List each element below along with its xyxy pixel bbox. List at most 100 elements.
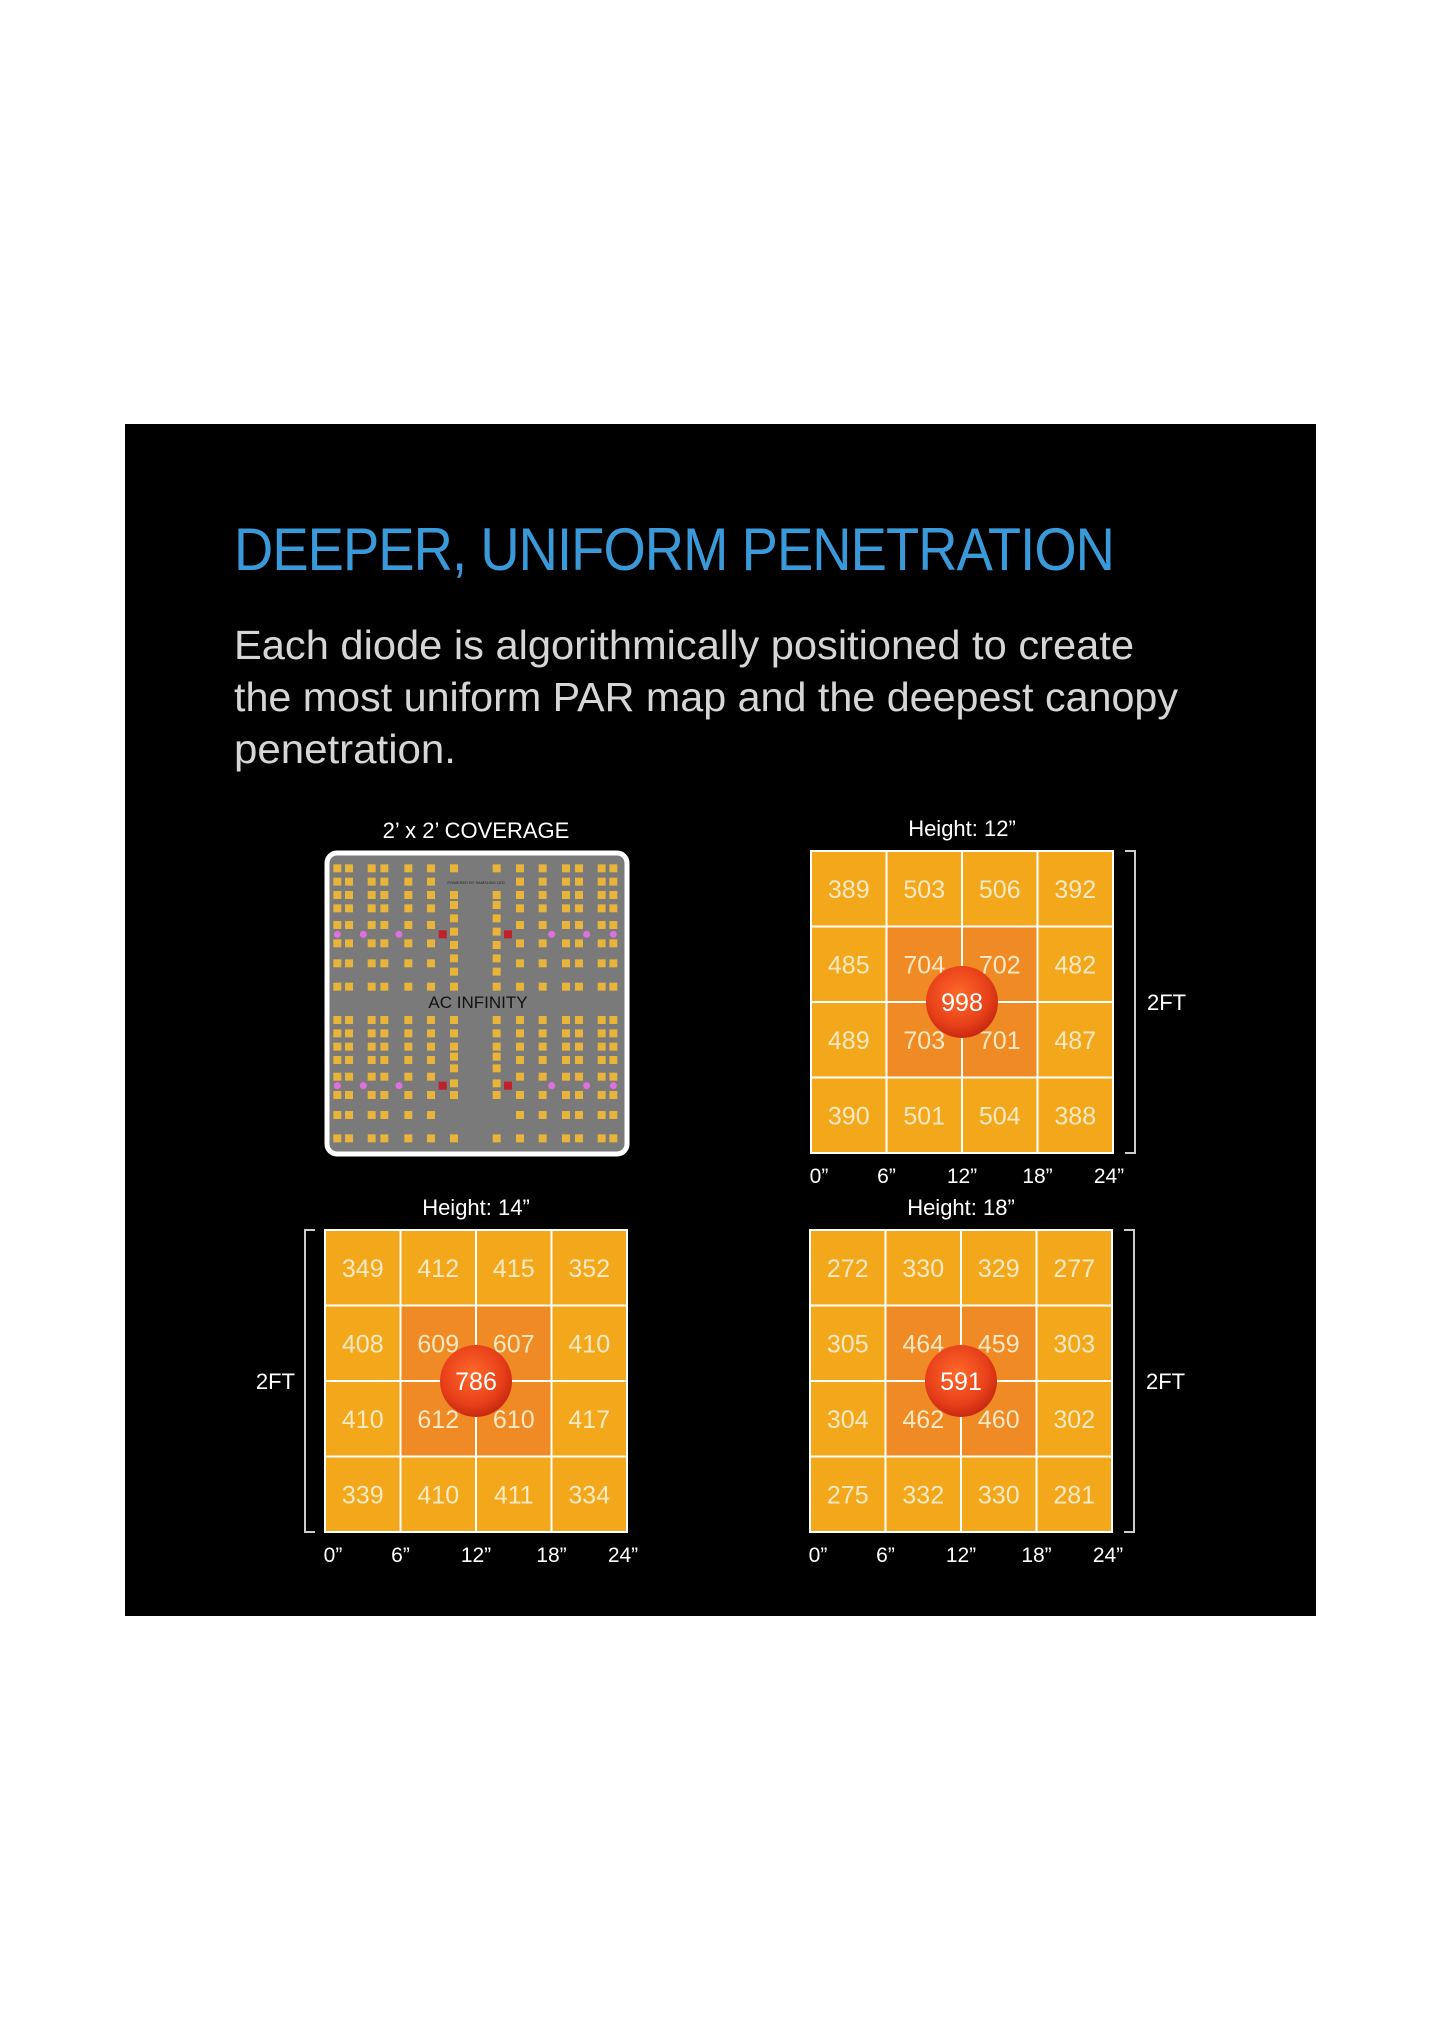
led-diode [404,1134,413,1143]
cell-value: 460 [978,1406,1020,1434]
led-diode [380,1029,389,1038]
led-diode [538,1072,547,1081]
cell-value: 704 [903,951,945,979]
led-diode [450,914,458,923]
led-diode [538,1091,547,1099]
led-diode [404,877,413,886]
feature-panel [125,424,1316,1616]
heatmap-cell [1036,850,1114,928]
led-diode [609,891,618,899]
heatmap-cell [550,1304,628,1382]
led-diode [345,1134,353,1143]
heatmap-cell [1035,1455,1113,1533]
led-diode [492,927,501,936]
cell-value: 332 [902,1481,944,1509]
cell-value: 489 [828,1027,870,1055]
led-diode [367,982,376,991]
red-diode [438,1081,447,1090]
led-diode [492,982,501,991]
red-diode [504,930,512,939]
led-diode [345,1111,353,1119]
led-diode [427,1042,435,1051]
led-diode [562,1056,570,1064]
led-diode [597,1042,606,1051]
led-diode [345,1072,353,1081]
cell-value: 275 [827,1481,869,1509]
led-diode [609,959,618,968]
size-label: 2FT [256,1369,295,1394]
led-diode [597,1056,606,1064]
led-diode [345,1056,353,1064]
led-diode [516,921,524,929]
led-diode [538,1134,547,1143]
cell-value: 410 [342,1406,384,1434]
led-diode [380,864,389,873]
heatmap-title: Height: 14” [422,1195,530,1220]
cell-value: 415 [493,1255,535,1283]
led-diode [562,1091,570,1099]
led-diode [562,1042,570,1051]
led-diode [345,1016,353,1024]
led-diode [367,1091,376,1099]
led-diode [404,939,413,948]
led-diode [575,877,583,886]
led-diode [367,877,376,886]
size-label: 2FT [1146,1369,1185,1394]
led-diode [538,877,547,886]
led-diode [597,904,606,913]
heatmap-cell [961,1076,1039,1154]
x-tick-label: 12” [461,1544,491,1567]
led-diode [367,904,376,913]
size-label: 2FT [1147,990,1186,1015]
cell-value: 330 [902,1255,944,1283]
led-board [324,850,630,1157]
cell-value: 506 [979,876,1021,904]
red-diode [438,930,447,939]
led-diode [562,1111,570,1119]
size-bracket [304,1229,315,1533]
x-tick-label: 18” [1022,1165,1052,1188]
size-bracket [1125,850,1136,1154]
led-diode [575,959,583,968]
led-diode [516,939,524,948]
heatmap-cell [809,1304,887,1382]
led-diode [562,982,570,991]
x-tick-label: 6” [391,1544,410,1567]
led-diode [404,1016,413,1024]
page-title: DEEPER, UNIFORM PENETRATION [234,516,1115,583]
uv-diode [395,930,403,938]
led-diode [404,1072,413,1081]
x-tick-label: 24” [1094,1165,1124,1188]
led-diode [345,1042,353,1051]
led-diode [562,877,570,886]
x-tick-label: 0” [324,1544,343,1567]
heatmap-cell [810,1001,888,1079]
led-diode [538,921,547,929]
led-diode [367,1016,376,1024]
led-diode [516,904,524,913]
led-diode [597,1111,606,1119]
cell-value: 408 [342,1330,384,1358]
led-diode [516,1029,524,1038]
led-diode [492,864,501,873]
heatmap-cell [550,1455,628,1533]
uv-diode [333,1082,341,1090]
led-panel-caption: 2’ x 2’ COVERAGE [383,818,570,843]
body-text-line: penetration. [234,726,456,772]
led-diode [575,1091,583,1099]
led-diode [450,1042,458,1051]
led-diode [333,1029,342,1038]
led-diode [427,939,435,948]
led-diode [562,939,570,948]
led-diode [427,1072,435,1081]
cell-value: 330 [978,1481,1020,1509]
led-diode [575,891,583,899]
cell-value: 482 [1054,951,1096,979]
led-diode [404,1056,413,1064]
led-diode [367,1029,376,1038]
led-diode [367,1056,376,1064]
cell-value: 609 [417,1330,459,1358]
led-diode [575,1042,583,1051]
par-heatmap-0: Height: 12” 389 503 506 392 485 704 702 482 489 70… [810,816,1186,1188]
